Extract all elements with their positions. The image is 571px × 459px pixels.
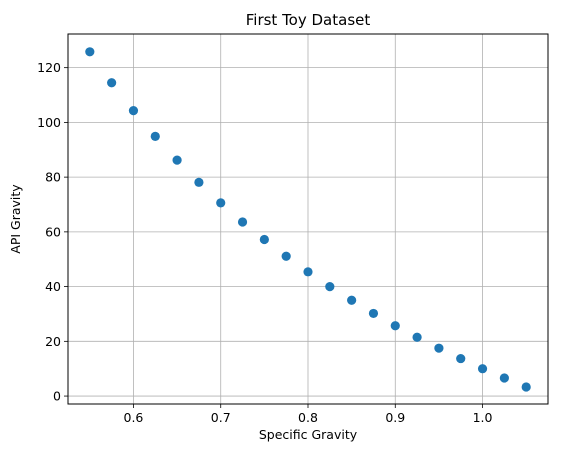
- x-tick-label: 0.8: [298, 410, 318, 425]
- data-point: [434, 343, 444, 353]
- data-point: [128, 106, 139, 116]
- x-axis-label: Specific Gravity: [259, 427, 358, 442]
- data-point: [216, 198, 226, 208]
- data-point: [259, 234, 269, 245]
- y-tick-label: 20: [45, 334, 61, 349]
- data-points: [85, 47, 531, 392]
- y-axis-label: API Gravity: [8, 184, 23, 254]
- data-point: [456, 353, 466, 364]
- x-tick-label: 0.9: [385, 410, 405, 425]
- chart-title: First Toy Dataset: [246, 11, 371, 29]
- data-point: [172, 155, 182, 165]
- x-axis-ticks: 0.6 0.7 0.8 0.9 1.0: [124, 404, 493, 425]
- data-point: [194, 177, 204, 187]
- x-tick-label: 0.7: [211, 410, 231, 425]
- grid: [68, 34, 548, 404]
- data-point: [303, 267, 313, 277]
- data-point: [237, 217, 248, 227]
- data-point: [85, 47, 95, 57]
- y-tick-label: 120: [37, 60, 61, 75]
- data-point: [390, 321, 400, 331]
- data-point: [281, 251, 291, 261]
- y-tick-label: 80: [45, 170, 61, 185]
- y-tick-label: 100: [37, 115, 61, 130]
- data-point: [368, 308, 379, 319]
- data-point: [107, 78, 117, 88]
- y-axis-ticks: 0 20 40 60 80 100 120: [37, 60, 68, 404]
- data-point: [499, 373, 509, 383]
- data-point: [477, 364, 488, 374]
- y-tick-label: 60: [45, 224, 61, 239]
- y-tick-label: 0: [53, 389, 61, 404]
- data-point: [412, 332, 422, 342]
- x-tick-label: 1.0: [473, 410, 493, 425]
- data-point: [521, 382, 531, 392]
- y-tick-label: 40: [45, 279, 61, 294]
- data-point: [150, 131, 160, 141]
- x-tick-label: 0.6: [124, 410, 144, 425]
- data-point: [325, 281, 335, 292]
- data-point: [347, 295, 357, 305]
